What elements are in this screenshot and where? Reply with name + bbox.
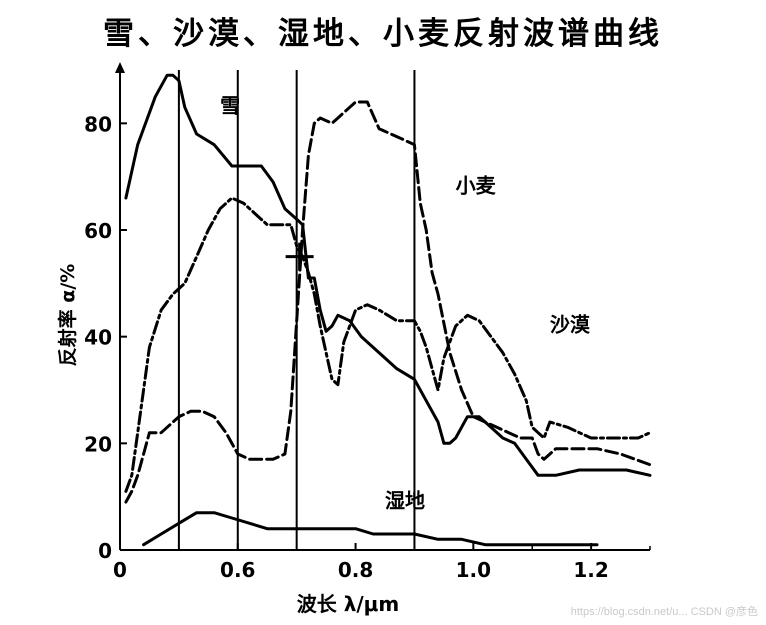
x-tick-label: 1.0	[456, 558, 491, 582]
x-tick-label: 0.8	[338, 558, 373, 582]
series-group	[124, 73, 652, 547]
y-tick-label: 20	[84, 432, 112, 456]
series-label: 雪	[220, 94, 240, 118]
y-tick-label: 40	[84, 326, 112, 350]
axes: 0 20 40 60 80 0 0.6 0.8 1.0 1.2	[84, 62, 651, 582]
watermark: https://blog.csdn.net/u... CSDN @彦色	[570, 606, 758, 618]
series-label: 小麦	[456, 174, 497, 198]
y-tick-label: 0	[98, 539, 112, 563]
x-tick-label: 0.6	[220, 558, 255, 582]
x-tick-label: 1.2	[573, 558, 608, 582]
x-axis-label: 波长 λ/μm	[297, 592, 399, 616]
y-axis-arrow	[115, 62, 125, 73]
x-tick-label: 0	[113, 558, 127, 582]
y-tick-label: 60	[84, 219, 112, 243]
series-line-1	[124, 100, 652, 504]
chart-title: 雪、沙漠、湿地、小麦反射波谱曲线	[103, 16, 663, 52]
series-label: 沙漠	[550, 312, 591, 336]
series-line-0	[124, 73, 652, 477]
series-label: 湿地	[385, 488, 425, 512]
series-line-2	[124, 196, 652, 493]
series-line-3	[142, 511, 599, 547]
y-axis-label: 反射率 α/%	[56, 264, 79, 367]
y-tick-label: 80	[84, 112, 112, 136]
